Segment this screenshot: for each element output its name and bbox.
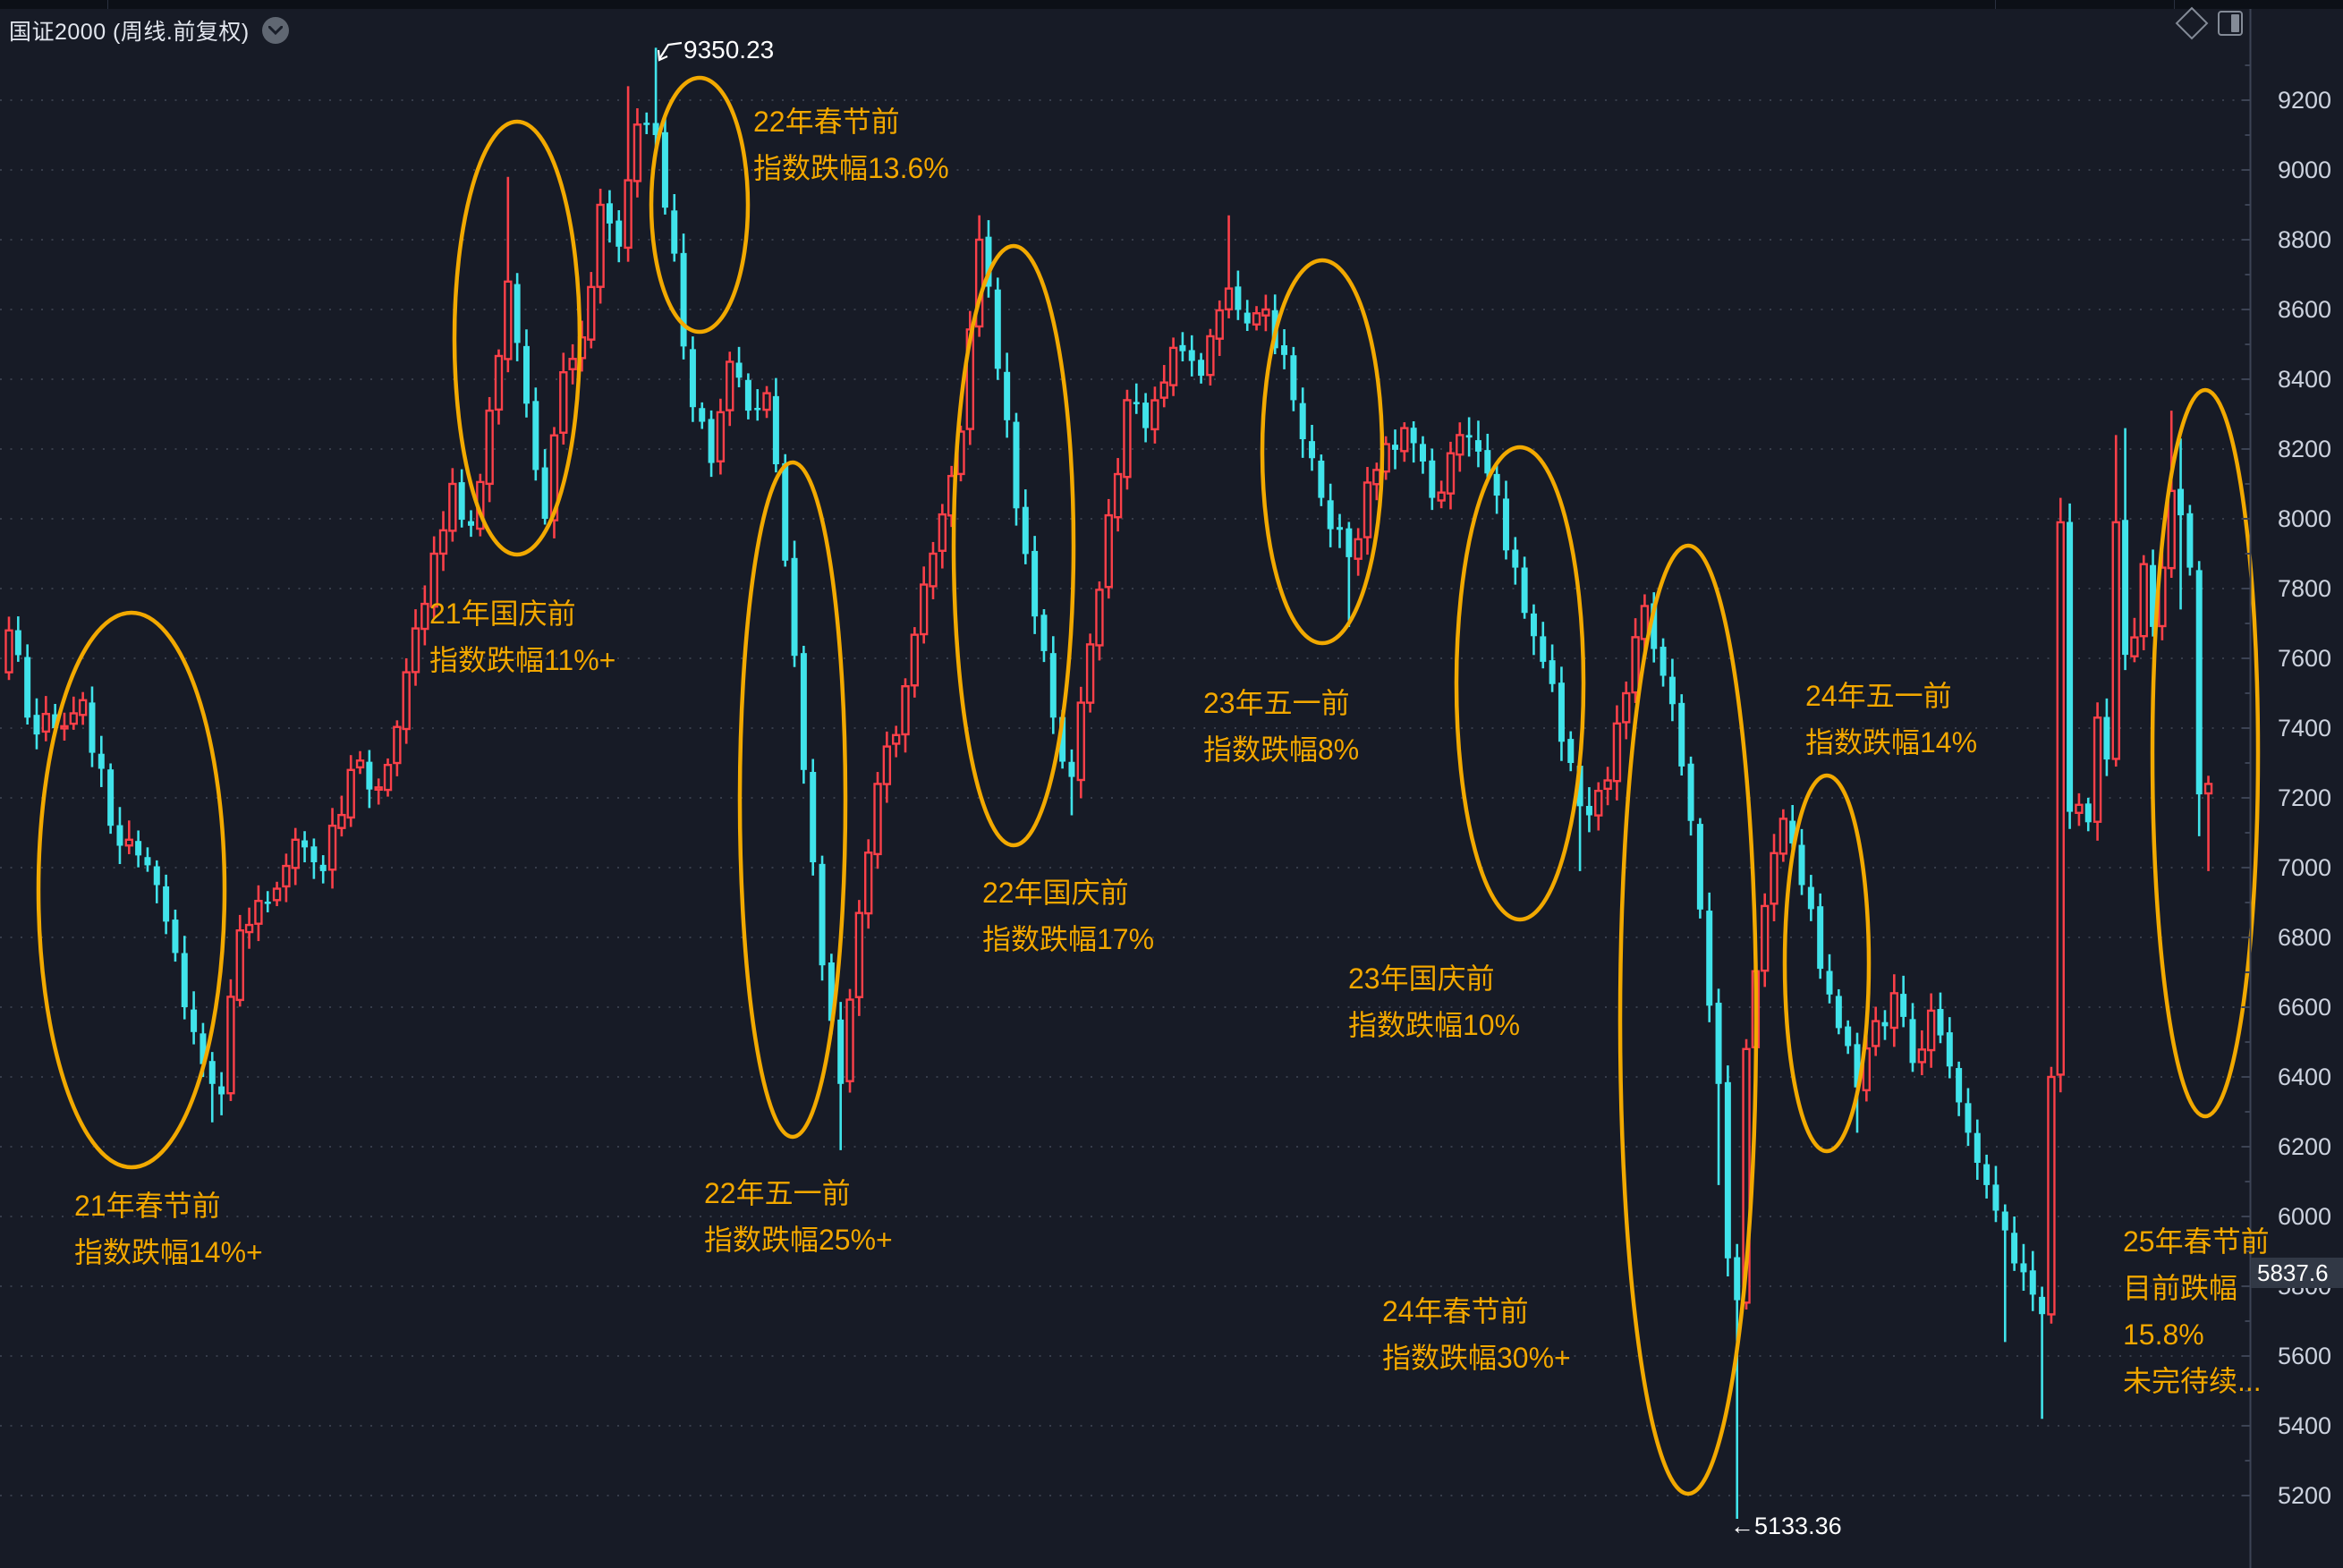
y-axis-label: 6800 [2278,924,2331,951]
ellipse-drawing[interactable] [737,460,848,1140]
y-axis-label: 6000 [2278,1203,2331,1230]
diamond-icon[interactable] [2175,6,2209,40]
annotation-line: 22年春节前 [753,106,900,138]
annotation-line: 指数跌幅8% [1203,733,1360,766]
annotation-note[interactable]: 21年国庆前指数跌幅11%+ [429,590,615,683]
annotation-line: 23年五一前 [1203,687,1350,719]
y-axis-label: 6200 [2278,1133,2331,1160]
annotation-line: 22年国庆前 [982,877,1129,909]
y-axis-label: 7800 [2278,575,2331,602]
annotation-line: 指数跌幅13.6% [753,152,949,184]
last-price-tag: 5837.6 [2251,1258,2343,1289]
ellipse-drawings [36,75,2261,1496]
y-axis-label: 7400 [2278,715,2331,742]
ellipse-drawing[interactable] [951,243,1076,848]
annotation-line: 21年春节前 [74,1190,221,1222]
strip-divider [1995,0,1996,9]
annotation-line: 24年春节前 [1382,1295,1529,1327]
annotation-note[interactable]: 25年春节前 目前跌幅 15.8% 未完待续... [2123,1218,2270,1404]
annotation-note[interactable]: 21年春节前指数跌幅14%+ [74,1182,263,1276]
candles-layer [4,47,2213,1519]
y-axis-label: 8400 [2278,366,2331,393]
annotation-line: 目前跌幅 [2123,1272,2238,1304]
peak-price-label: 9350.23 [683,36,775,64]
y-axis-label: 5400 [2278,1412,2331,1439]
y-axis-label: 8000 [2278,505,2331,532]
y-axis-label: 8600 [2278,296,2331,323]
y-axis-label: 9200 [2278,87,2331,114]
y-axis-label: 7600 [2278,645,2331,672]
peak-arrow [657,41,683,62]
ellipse-drawing[interactable] [1454,445,1586,922]
annotation-note[interactable]: 22年国庆前 指数跌幅17% [982,869,1154,962]
annotation-line: 未完待续... [2123,1365,2262,1397]
annotation-line: 指数跌幅30%+ [1382,1342,1571,1374]
annotation-note[interactable]: 24年春节前指数跌幅30%+ [1382,1288,1571,1381]
y-axis-label: 8200 [2278,436,2331,462]
y-axis-label: 8800 [2278,226,2331,253]
annotation-note[interactable]: 22年五一前指数跌幅25%+ [704,1170,893,1263]
annotation-note[interactable]: 23年五一前 指数跌幅8% [1203,680,1359,773]
annotation-line: 23年国庆前 [1348,962,1495,995]
page-title: 国证2000 (周线.前复权) [9,20,250,45]
annotation-line: 22年五一前 [704,1177,851,1209]
annotation-line: 15.8% [2123,1318,2204,1351]
y-axis-label: 6600 [2278,994,2331,1021]
annotation-note[interactable]: 24年五一前 指数跌幅14% [1805,673,1977,766]
y-axis-label: 5600 [2278,1343,2331,1369]
annotation-line: 指数跌幅17% [982,923,1155,955]
annotation-note[interactable]: 23年国庆前 指数跌幅10% [1348,955,1520,1048]
ellipse-drawing[interactable] [1617,543,1759,1496]
strip-divider [2174,0,2175,9]
ellipse-drawing[interactable] [649,75,751,335]
panel-right-icon[interactable] [2218,11,2243,36]
grid-layer [0,99,2251,1496]
y-axis-label: 9000 [2278,157,2331,183]
y-axis-label: 5200 [2278,1482,2331,1509]
annotation-line: 25年春节前 [2123,1225,2270,1258]
ellipse-drawing[interactable] [1260,258,1385,646]
y-axis-label: 7000 [2278,854,2331,881]
ellipse-drawing[interactable] [2150,387,2261,1119]
y-axis-label: 7200 [2278,784,2331,811]
annotation-line: 指数跌幅14% [1805,726,1978,759]
annotation-line: 指数跌幅25%+ [704,1224,893,1256]
ellipse-drawing[interactable] [452,119,582,557]
chart-toolbar [2175,6,2243,40]
chevron-down-icon[interactable] [261,17,289,44]
annotation-note[interactable]: 22年春节前指数跌幅13.6% [753,98,949,191]
annotation-line: 指数跌幅10% [1348,1009,1521,1041]
ellipse-drawing[interactable] [1782,773,1872,1154]
annotation-line: 指数跌幅14%+ [74,1236,263,1268]
strip-divider [107,0,108,9]
annotation-line: 24年五一前 [1805,680,1952,712]
browser-top-strip [0,0,2343,9]
trough-price-label: ←5133.36 [1730,1513,1842,1539]
annotation-line: 指数跌幅11%+ [429,644,616,676]
ellipse-drawing[interactable] [36,610,227,1170]
symbol-header: 国证2000 (周线.前复权) [9,14,289,47]
annotation-line: 21年国庆前 [429,598,576,630]
y-axis-label: 6400 [2278,1064,2331,1090]
